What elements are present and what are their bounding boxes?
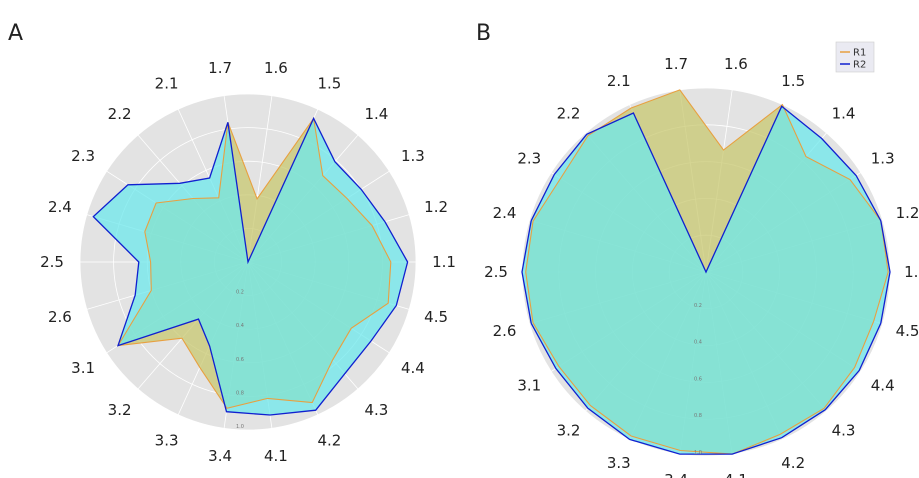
- series-area-2: [93, 118, 408, 416]
- panel-letter: B: [476, 21, 491, 46]
- category-label: 1.1: [432, 253, 456, 271]
- category-label: 2.6: [48, 308, 72, 326]
- category-label: 1.4: [364, 105, 388, 123]
- series-line-2: [521, 105, 891, 455]
- category-label: 2.3: [517, 150, 541, 168]
- category-label: 1.7: [208, 59, 232, 77]
- category-label: 4.1: [264, 447, 288, 465]
- r-tick-label: 0.4: [236, 323, 244, 329]
- category-label: 3.1: [517, 377, 541, 395]
- r-tick-label: 0.2: [694, 303, 702, 309]
- category-label: 1.1: [904, 263, 919, 281]
- category-label: 4.2: [317, 431, 341, 449]
- r-tick-label: 0.8: [694, 413, 702, 419]
- category-label: 1.4: [832, 104, 856, 122]
- series-line-2: [92, 116, 409, 416]
- category-label: 2.5: [484, 263, 508, 281]
- radar-panel-a: A 0.2 0.4 0.6 0.8 1.0 1.1 1.2 1.3 1.4 1.5 1.6 1.7 2.1…: [8, 21, 456, 465]
- category-label: 1.7: [664, 55, 688, 73]
- category-label: 2.4: [493, 204, 517, 222]
- category-label: 2.3: [71, 147, 95, 165]
- category-label: 3.4: [664, 471, 688, 478]
- radar-panel-b: B 0.2 0.4 0.6 0.8 1.0 1.1 1.2 1.3 1.4 1.5 1.6 1.7 2.1…: [476, 21, 919, 478]
- category-label: 1.2: [896, 204, 919, 222]
- category-label: 2.6: [493, 322, 517, 340]
- legend-label: R2: [853, 60, 866, 71]
- category-label: 4.3: [832, 422, 856, 440]
- r-tick-label: 1.0: [694, 450, 702, 456]
- series-line-1: [116, 116, 392, 409]
- category-label: 2.5: [40, 253, 64, 271]
- category-label: 3.2: [108, 401, 132, 419]
- category-label: 2.1: [155, 75, 179, 93]
- r-tick-label: 0.8: [236, 390, 244, 396]
- category-label: 2.4: [48, 198, 72, 216]
- category-label: 3.1: [71, 359, 95, 377]
- category-label: 4.1: [724, 471, 748, 478]
- legend-label: R1: [853, 48, 866, 59]
- category-label: 4.4: [401, 359, 425, 377]
- category-label: 4.3: [364, 401, 388, 419]
- r-tick-label: 0.2: [236, 290, 244, 296]
- category-label: 1.3: [871, 150, 895, 168]
- category-label: 2.2: [557, 104, 581, 122]
- category-label: 4.5: [424, 308, 448, 326]
- r-tick-label: 0.6: [694, 376, 702, 382]
- category-label: 4.4: [871, 377, 895, 395]
- category-label: 3.3: [607, 454, 631, 472]
- category-label: 2.1: [607, 72, 631, 90]
- category-label: 2.2: [108, 105, 132, 123]
- r-tick-label: 0.6: [236, 357, 244, 363]
- category-label: 1.5: [781, 72, 805, 90]
- category-label: 1.6: [724, 55, 748, 73]
- legend-box: [835, 41, 875, 73]
- series-line-1: [525, 89, 889, 455]
- category-label: 3.2: [557, 422, 581, 440]
- r-tick-label: 1.0: [236, 424, 244, 430]
- category-label: 4.5: [896, 322, 919, 340]
- category-label: 1.5: [317, 75, 341, 93]
- category-label: 1.6: [264, 59, 288, 77]
- category-label: 3.3: [155, 431, 179, 449]
- category-label: 4.2: [781, 454, 805, 472]
- r-tick-label: 0.4: [694, 340, 702, 346]
- series-area-2: [522, 106, 890, 455]
- category-label: 1.2: [424, 198, 448, 216]
- category-label: 3.4: [208, 447, 232, 465]
- panel-letter: A: [8, 21, 23, 46]
- category-label: 1.3: [401, 147, 425, 165]
